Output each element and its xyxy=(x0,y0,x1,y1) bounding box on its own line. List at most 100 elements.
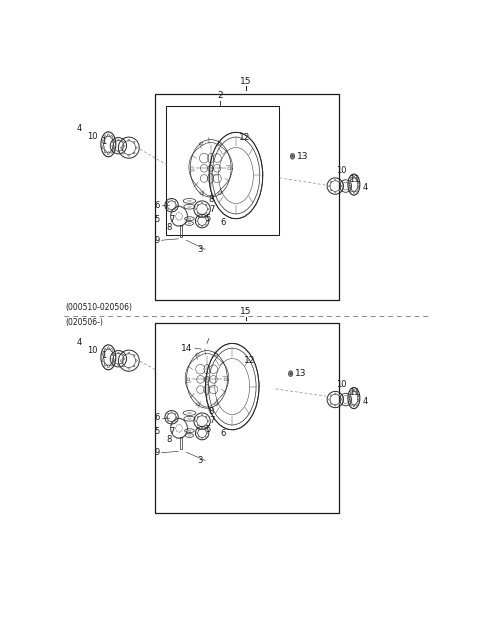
Text: 8: 8 xyxy=(209,195,214,204)
Ellipse shape xyxy=(198,429,199,430)
Ellipse shape xyxy=(357,399,359,402)
Ellipse shape xyxy=(171,209,172,211)
Text: 10: 10 xyxy=(87,346,97,355)
Ellipse shape xyxy=(198,224,199,225)
Ellipse shape xyxy=(350,403,352,406)
Ellipse shape xyxy=(356,189,357,192)
Ellipse shape xyxy=(205,217,206,218)
Text: 3: 3 xyxy=(198,456,203,465)
Ellipse shape xyxy=(335,405,336,406)
Ellipse shape xyxy=(356,177,357,180)
Ellipse shape xyxy=(198,436,199,437)
Bar xyxy=(155,94,339,300)
Ellipse shape xyxy=(113,141,115,142)
Ellipse shape xyxy=(104,135,106,138)
Ellipse shape xyxy=(113,362,115,364)
Ellipse shape xyxy=(112,358,114,361)
Ellipse shape xyxy=(168,208,169,209)
Ellipse shape xyxy=(112,146,114,149)
Ellipse shape xyxy=(349,186,350,188)
Ellipse shape xyxy=(112,353,114,356)
Ellipse shape xyxy=(339,403,340,404)
Text: 8: 8 xyxy=(167,435,172,444)
Text: 1: 1 xyxy=(101,137,107,146)
Ellipse shape xyxy=(128,368,130,369)
Ellipse shape xyxy=(118,151,119,153)
Ellipse shape xyxy=(113,149,115,151)
Text: 4: 4 xyxy=(77,338,82,347)
Text: 9: 9 xyxy=(155,449,160,457)
Text: 14: 14 xyxy=(180,344,192,353)
Ellipse shape xyxy=(202,202,203,204)
Text: 15: 15 xyxy=(240,307,252,316)
Ellipse shape xyxy=(171,412,172,413)
Ellipse shape xyxy=(122,152,124,154)
Text: 7: 7 xyxy=(170,427,175,435)
Ellipse shape xyxy=(176,204,177,206)
Ellipse shape xyxy=(349,181,350,184)
Ellipse shape xyxy=(123,145,125,146)
Ellipse shape xyxy=(133,141,135,143)
Ellipse shape xyxy=(353,176,355,178)
Text: 8: 8 xyxy=(167,223,172,232)
Ellipse shape xyxy=(135,359,137,361)
Ellipse shape xyxy=(128,139,130,141)
Ellipse shape xyxy=(329,399,330,400)
Ellipse shape xyxy=(113,354,115,355)
Ellipse shape xyxy=(205,424,207,426)
Ellipse shape xyxy=(176,417,177,418)
Ellipse shape xyxy=(166,204,168,206)
Ellipse shape xyxy=(174,413,176,414)
Ellipse shape xyxy=(104,150,106,153)
Text: 6: 6 xyxy=(220,217,225,227)
Text: (000510-020506): (000510-020506) xyxy=(66,303,132,312)
Text: 5: 5 xyxy=(155,427,160,435)
Ellipse shape xyxy=(110,363,112,366)
Ellipse shape xyxy=(353,404,355,407)
Ellipse shape xyxy=(197,204,199,206)
Ellipse shape xyxy=(207,421,209,422)
Text: 10: 10 xyxy=(87,132,97,141)
Ellipse shape xyxy=(329,185,330,187)
Ellipse shape xyxy=(205,429,206,430)
Text: 7: 7 xyxy=(209,416,214,425)
Ellipse shape xyxy=(133,354,135,356)
Ellipse shape xyxy=(349,399,350,402)
Text: 4: 4 xyxy=(362,397,368,406)
Ellipse shape xyxy=(168,201,169,202)
Ellipse shape xyxy=(102,140,104,143)
Ellipse shape xyxy=(171,422,172,423)
Ellipse shape xyxy=(202,226,203,227)
Ellipse shape xyxy=(197,432,198,434)
Ellipse shape xyxy=(110,150,112,153)
Ellipse shape xyxy=(339,394,340,396)
Text: 6: 6 xyxy=(155,413,160,422)
Ellipse shape xyxy=(110,348,112,351)
Ellipse shape xyxy=(102,353,104,356)
Ellipse shape xyxy=(118,352,119,354)
Text: 6: 6 xyxy=(220,429,225,438)
Ellipse shape xyxy=(205,212,207,214)
Text: 12: 12 xyxy=(244,356,255,364)
Ellipse shape xyxy=(102,358,104,361)
Ellipse shape xyxy=(197,221,198,222)
Text: 1: 1 xyxy=(101,351,107,360)
Ellipse shape xyxy=(197,212,199,214)
Ellipse shape xyxy=(357,181,359,184)
Ellipse shape xyxy=(335,393,336,394)
Ellipse shape xyxy=(102,146,104,149)
Text: 7: 7 xyxy=(170,215,175,224)
Ellipse shape xyxy=(198,217,199,218)
Bar xyxy=(166,106,279,235)
Ellipse shape xyxy=(349,394,350,397)
Text: 7: 7 xyxy=(209,204,214,214)
Bar xyxy=(155,323,339,513)
Ellipse shape xyxy=(118,364,119,365)
Ellipse shape xyxy=(122,354,123,355)
Ellipse shape xyxy=(205,416,207,417)
Ellipse shape xyxy=(108,152,109,155)
Ellipse shape xyxy=(205,204,207,206)
Ellipse shape xyxy=(174,420,176,421)
Text: 11: 11 xyxy=(348,174,359,184)
Ellipse shape xyxy=(118,139,119,141)
